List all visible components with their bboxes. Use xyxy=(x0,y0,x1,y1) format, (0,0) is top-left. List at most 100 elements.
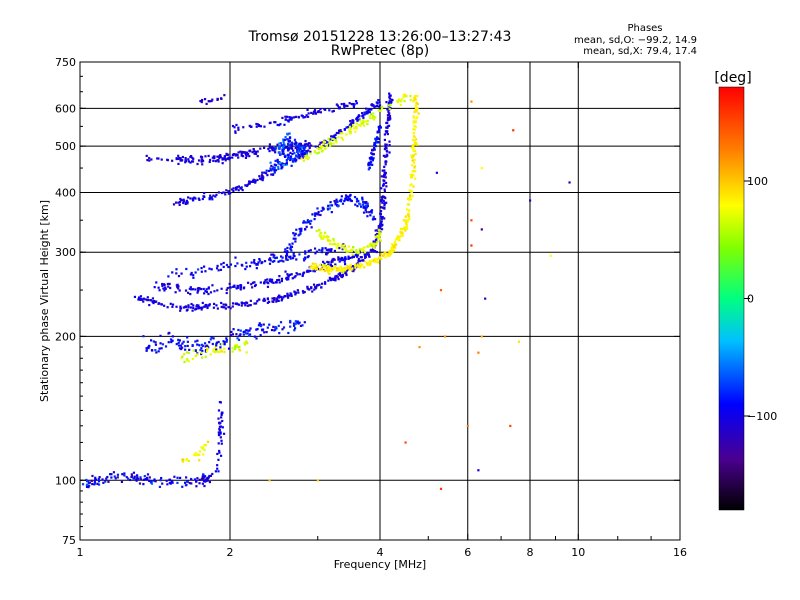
data-point xyxy=(290,143,293,146)
data-point xyxy=(211,284,214,287)
data-point xyxy=(281,297,284,301)
data-point xyxy=(371,159,374,162)
data-point xyxy=(477,351,480,354)
data-point xyxy=(349,263,352,266)
data-point xyxy=(297,291,300,294)
data-point xyxy=(381,198,384,201)
data-point xyxy=(194,340,197,343)
data-point xyxy=(344,257,347,261)
data-point xyxy=(318,248,321,252)
data-point xyxy=(267,300,271,303)
data-point xyxy=(328,272,331,275)
data-point xyxy=(201,447,204,450)
stats-heading: Phases xyxy=(627,23,662,34)
data-point xyxy=(178,157,181,160)
data-point xyxy=(285,115,289,118)
data-point xyxy=(338,107,341,110)
data-point xyxy=(239,288,242,291)
data-point xyxy=(291,257,295,260)
data-point xyxy=(219,436,222,439)
data-point xyxy=(299,149,303,152)
data-point xyxy=(385,185,388,188)
data-point xyxy=(413,95,417,98)
data-point xyxy=(372,115,375,118)
data-point xyxy=(256,300,259,303)
data-point xyxy=(324,247,327,250)
data-point xyxy=(190,154,193,158)
data-point xyxy=(190,288,193,291)
data-point xyxy=(410,190,413,193)
data-point xyxy=(205,288,208,291)
data-point xyxy=(293,138,297,141)
data-point xyxy=(412,128,415,131)
data-point xyxy=(218,429,221,432)
data-point xyxy=(178,339,181,342)
data-point xyxy=(273,254,276,257)
data-point xyxy=(281,328,284,331)
data-point xyxy=(193,478,197,481)
data-point xyxy=(349,199,352,202)
data-point xyxy=(377,225,380,228)
data-point xyxy=(135,478,138,481)
data-point xyxy=(289,245,293,248)
data-point xyxy=(303,143,307,146)
data-point xyxy=(399,235,402,238)
data-point xyxy=(290,141,294,144)
data-point xyxy=(349,194,352,197)
data-point xyxy=(210,99,213,103)
data-point xyxy=(198,453,201,456)
data-point xyxy=(148,345,151,348)
data-point xyxy=(310,226,313,229)
data-point xyxy=(381,223,384,226)
data-point xyxy=(509,424,512,428)
data-point xyxy=(184,345,187,348)
data-point xyxy=(305,150,308,153)
data-point xyxy=(185,351,188,354)
data-point xyxy=(219,154,222,157)
data-point xyxy=(219,268,223,271)
data-point xyxy=(251,286,254,289)
data-point xyxy=(374,139,378,142)
data-point xyxy=(310,286,313,289)
data-point xyxy=(206,305,209,308)
data-point xyxy=(333,265,336,268)
data-point xyxy=(198,198,201,201)
data-point xyxy=(194,349,197,352)
data-point xyxy=(279,321,283,324)
data-point xyxy=(164,286,167,289)
data-point xyxy=(319,235,322,238)
data-point xyxy=(153,299,156,303)
data-point xyxy=(161,284,164,287)
data-point xyxy=(354,250,358,253)
data-point xyxy=(316,207,319,210)
data-point xyxy=(271,167,274,170)
data-point xyxy=(374,241,377,244)
data-point xyxy=(200,160,203,163)
data-point xyxy=(356,119,359,122)
data-point xyxy=(329,263,332,266)
data-point xyxy=(206,306,209,310)
data-point xyxy=(366,122,369,126)
data-point xyxy=(263,260,267,263)
data-point xyxy=(272,325,275,328)
data-point xyxy=(374,235,377,238)
data-point xyxy=(254,152,258,156)
data-point xyxy=(297,156,300,159)
data-point xyxy=(411,173,414,176)
data-point xyxy=(264,279,267,282)
data-point xyxy=(215,267,219,270)
data-point xyxy=(372,147,376,150)
data-point xyxy=(214,470,218,473)
data-point xyxy=(215,344,218,347)
data-point xyxy=(297,152,300,155)
data-point xyxy=(435,171,438,174)
data-point xyxy=(351,253,354,256)
data-point xyxy=(259,324,263,328)
data-point xyxy=(319,111,322,114)
data-point xyxy=(260,176,263,179)
data-point xyxy=(348,249,351,253)
data-point xyxy=(183,353,186,356)
data-point xyxy=(279,163,282,166)
data-point xyxy=(322,142,325,146)
data-point xyxy=(227,192,230,195)
